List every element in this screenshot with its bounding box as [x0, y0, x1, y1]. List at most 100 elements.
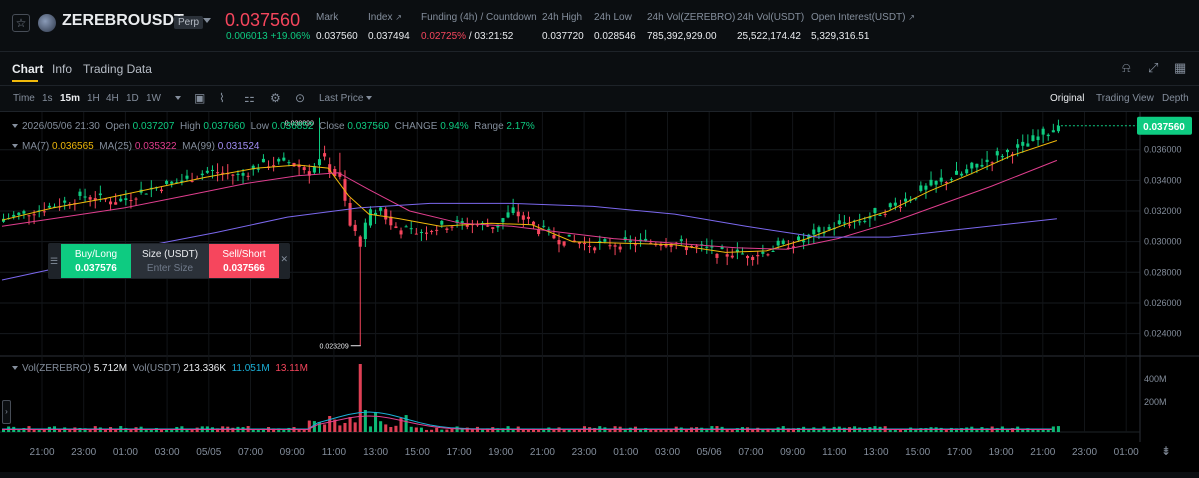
candle-body [954, 170, 959, 175]
chart-type-icon[interactable]: ⚏ [244, 91, 255, 105]
volume-bar [338, 425, 342, 432]
candle-body [1016, 144, 1020, 148]
buy-long-button[interactable]: Buy/Long 0.037576 [61, 244, 131, 278]
candle-body [83, 196, 87, 198]
volume-bar [985, 428, 989, 432]
sell-short-button[interactable]: Sell/Short 0.037566 [209, 244, 279, 278]
candle-body [858, 221, 862, 223]
tab-chart[interactable]: Chart [12, 62, 44, 76]
time-tick-label: 19:00 [989, 447, 1014, 458]
candle-body [740, 253, 744, 255]
candle-body [980, 164, 984, 167]
size-input[interactable]: Size (USDT) Enter Size [131, 244, 209, 278]
view-depth[interactable]: Depth [1162, 93, 1189, 104]
volume-bar [1051, 426, 1055, 432]
settings-icon[interactable]: ⚙ [270, 91, 281, 105]
symbol-name[interactable]: ZEREBROUSDT [62, 12, 184, 29]
interval-15m[interactable]: 15m [60, 93, 81, 104]
interval-time[interactable]: Time [13, 93, 35, 104]
stat-value: 785,392,929.00 [647, 31, 717, 42]
chevron-down-icon[interactable] [203, 18, 211, 23]
volume-bar [771, 429, 775, 432]
chevron-down-icon[interactable] [12, 144, 18, 149]
candle-body [873, 208, 877, 213]
alert-icon[interactable]: ⍾ [1122, 60, 1131, 75]
price-source-select[interactable]: Last Price [319, 93, 373, 104]
candle-body [516, 211, 520, 217]
candlestick-chart[interactable]: 0.036000 0.034000 0.032000 0.030000 0.028000… [0, 112, 1199, 478]
chevron-down-icon[interactable] [12, 124, 18, 129]
volume-bar [129, 428, 133, 432]
drag-handle-icon[interactable]: ☰ [49, 256, 59, 266]
candle-body [557, 240, 561, 245]
candle-body [1056, 125, 1060, 132]
volume-bar [114, 428, 118, 432]
interval-1h[interactable]: 1H [87, 93, 100, 104]
view-trading-view[interactable]: Trading View [1096, 93, 1154, 104]
time-tick-label: 07:00 [238, 447, 263, 458]
view-original[interactable]: Original [1050, 93, 1085, 104]
ma25-line [1, 159, 1058, 250]
stat-open-interest: Open Interest(USDT) ↗ 5,329,316.51 [811, 12, 915, 42]
interval-dropdown[interactable] [172, 93, 181, 104]
volume-bar [328, 416, 332, 432]
interval-1s[interactable]: 1s [42, 93, 53, 104]
calendar-icon[interactable]: ▣ [194, 91, 206, 105]
volume-bar [496, 428, 500, 432]
candle-body [812, 229, 816, 235]
vol-usdt-label: Vol(USDT) [132, 363, 181, 374]
grid-icon[interactable]: ▦ [1174, 60, 1187, 75]
current-price-label: 0.037560 [1143, 122, 1185, 133]
volume-bar [42, 429, 46, 432]
interval-1w[interactable]: 1W [146, 93, 161, 104]
ma7-line [1, 140, 1058, 253]
fullscreen-icon[interactable]: ⊙ [295, 91, 306, 105]
chevron-down-icon[interactable] [12, 366, 18, 371]
volume-bar [659, 428, 663, 432]
collapse-handle-icon[interactable]: › [2, 400, 11, 424]
candle-datetime: 2026/05/06 21:30 [22, 121, 100, 132]
time-tick-label: 21:00 [29, 447, 54, 458]
expand-icon[interactable]: ⤢ [1148, 60, 1159, 75]
stat-label: Index [368, 12, 393, 23]
sell-price: 0.037566 [223, 263, 265, 274]
stat-index: Index ↗ 0.037494 [368, 12, 410, 42]
volume-bar [975, 429, 979, 432]
volume-bar [1011, 428, 1015, 432]
stat-value: 0.028546 [594, 31, 636, 42]
volume-bar [807, 428, 811, 432]
interval-1d[interactable]: 1D [126, 93, 139, 104]
indicator-icon[interactable]: ⌇ [219, 91, 225, 105]
size-placeholder[interactable]: Enter Size [146, 263, 194, 274]
candle-body [664, 244, 668, 247]
candle-body [445, 228, 449, 230]
volume-bar [32, 429, 36, 432]
volume-bar [185, 428, 189, 432]
candle-body [435, 229, 439, 231]
candle-body [338, 172, 342, 177]
close-icon[interactable]: ✕ [280, 254, 288, 264]
interval-4h[interactable]: 4H [106, 93, 119, 104]
volume-bar [399, 418, 403, 432]
volume-bar [552, 429, 556, 432]
volume-bar [460, 428, 464, 432]
time-tick-label: 21:00 [530, 447, 555, 458]
volume-bar [1021, 429, 1025, 432]
tab-info[interactable]: Info [52, 62, 73, 76]
volume-bar [954, 428, 959, 432]
range-value: 2.17% [506, 121, 535, 132]
candle-body [868, 216, 872, 219]
candle-body [893, 202, 897, 206]
volume-bar [465, 427, 469, 432]
chart-area[interactable]: 0.036000 0.034000 0.032000 0.030000 0.028000… [0, 112, 1199, 478]
volume-bar [445, 429, 449, 432]
resize-icon[interactable]: ⇟ [1161, 444, 1172, 458]
volume-bar [88, 429, 92, 432]
tab-trading-data[interactable]: Trading Data [83, 62, 152, 76]
time-tick-label: 13:00 [363, 447, 388, 458]
volume-bar [424, 429, 429, 432]
volume-bar [414, 427, 418, 432]
star-icon[interactable]: ☆ [12, 14, 30, 32]
candle-body [287, 162, 291, 164]
time-tick-label: 01:00 [1114, 447, 1139, 458]
